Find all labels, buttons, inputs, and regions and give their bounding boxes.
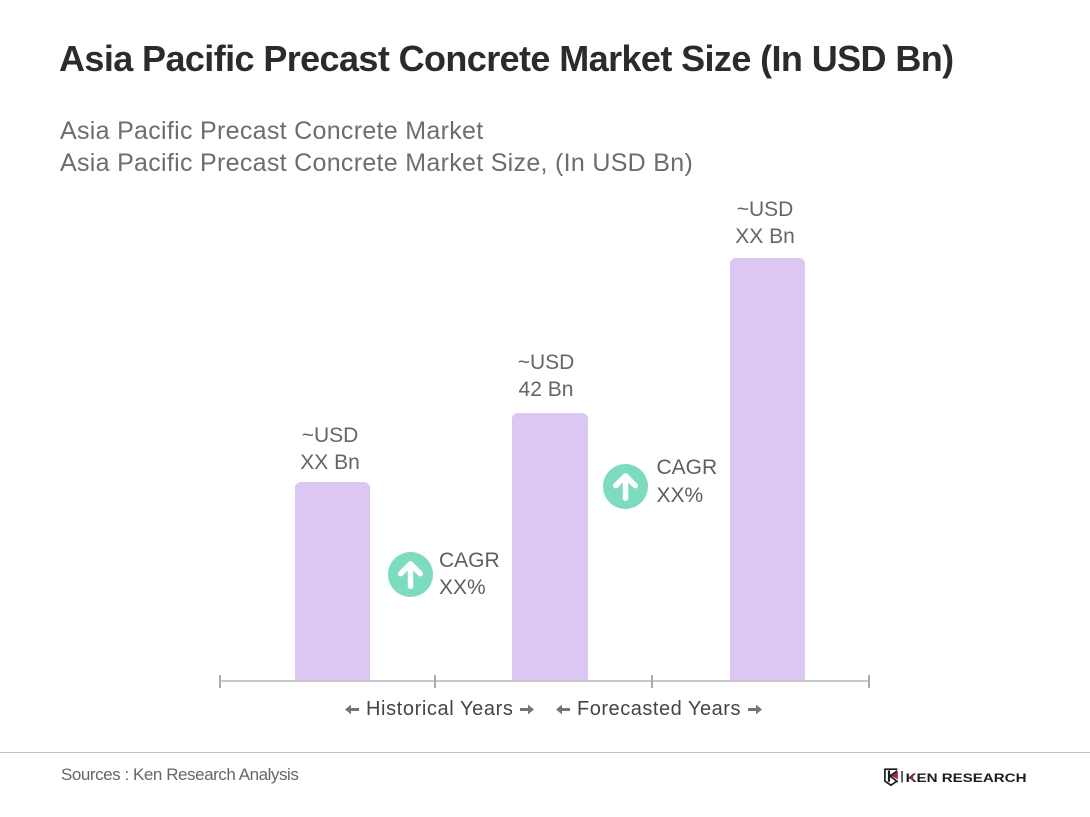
svg-text:KEN RESEARCH: KEN RESEARCH <box>906 771 1027 784</box>
